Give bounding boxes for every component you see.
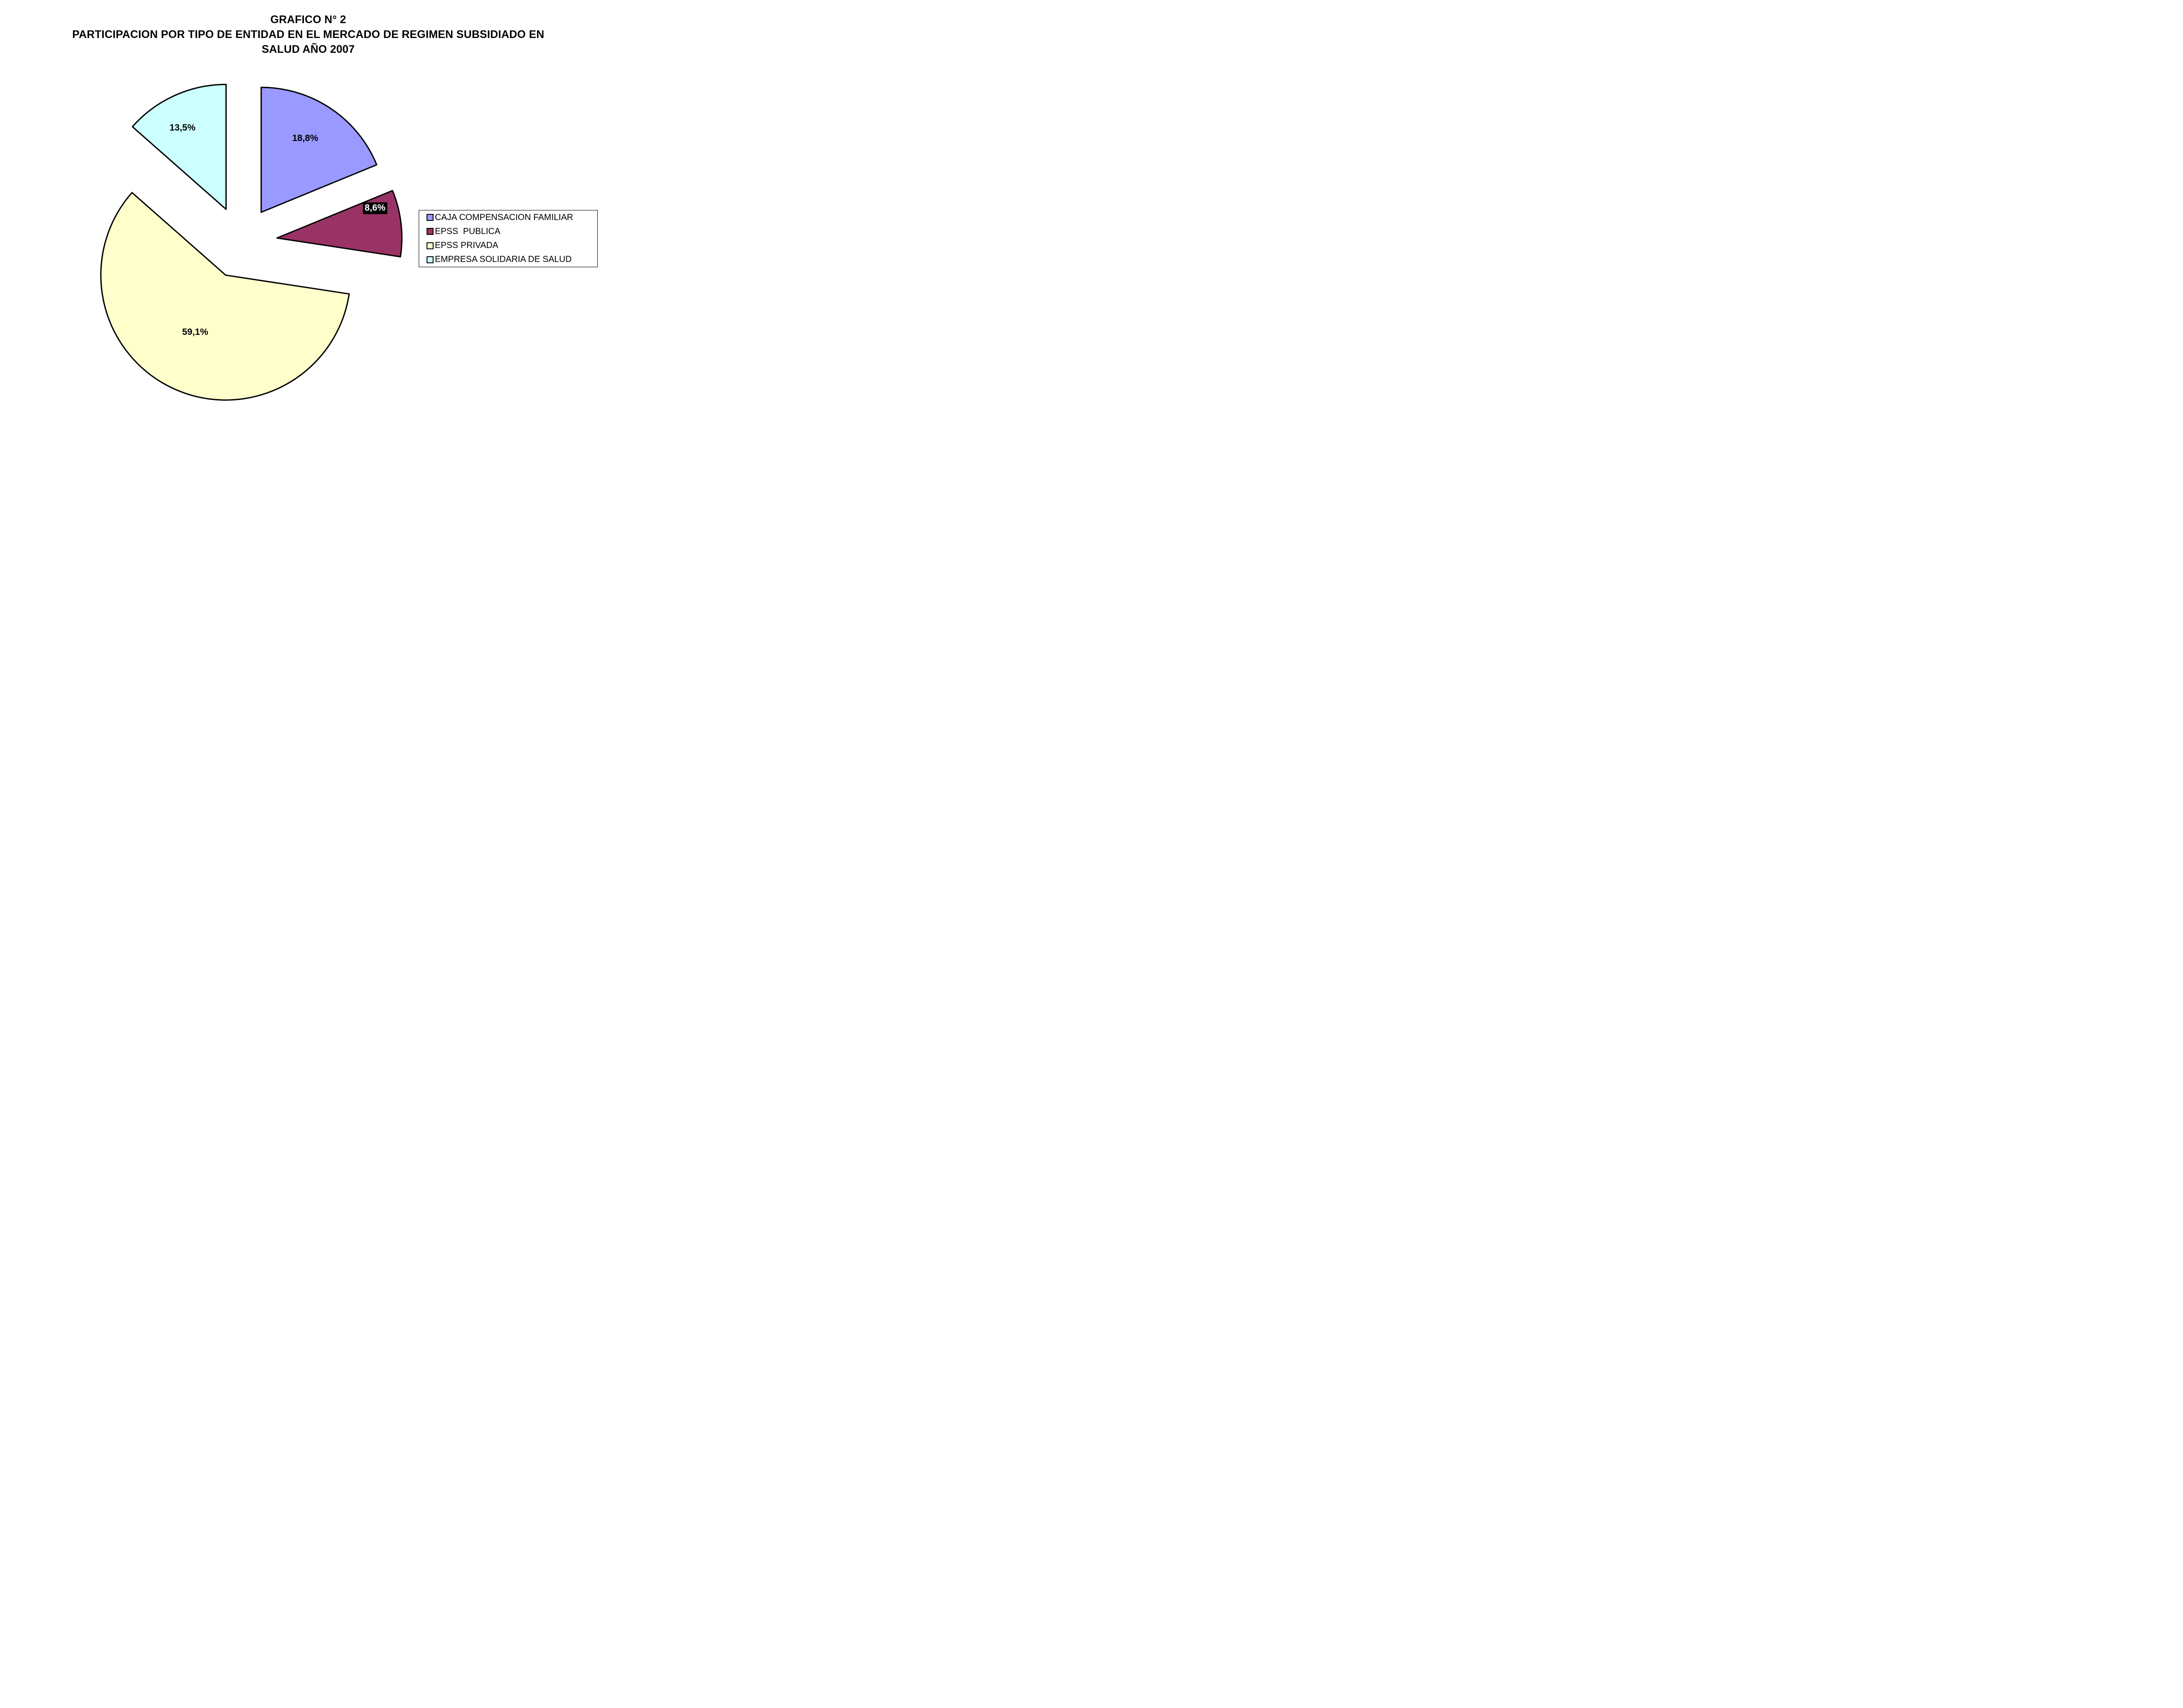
legend-swatch-icon [427,242,434,249]
legend-item-empresa-solidaria-de-salud: EMPRESA SOLIDARIA DE SALUD [427,253,597,267]
legend-item-epss-privada: EPSS PRIVADA [427,239,597,253]
chart-title-line1: GRAFICO N° 2 [270,14,346,26]
legend-swatch-icon [427,214,434,221]
legend-swatch-icon [427,256,434,263]
legend-item-epss-publica: EPSS PUBLICA [427,224,597,238]
legend-label: EPSS PRIVADA [435,241,499,251]
legend-item-caja-compensacion-familiar: CAJA COMPENSACION FAMILIAR [427,210,597,224]
legend-label: EMPRESA SOLIDARIA DE SALUD [435,255,572,265]
pie-slice-empresa-solidaria-de-salud [131,83,227,210]
pie-slice-epss-publica [276,190,403,258]
pie-slice-caja-compensacion-familiar [260,86,378,213]
document-page: GRAFICO N° 2 PARTICIPACION POR TIPO DE E… [0,0,616,427]
legend-label: CAJA COMPENSACION FAMILIAR [435,212,573,222]
chart-title-line3: SALUD AÑO 2007 [262,43,355,55]
chart-title-line2: PARTICIPACION POR TIPO DE ENTIDAD EN EL … [72,28,544,41]
pie-slice-epss-privada [100,192,350,401]
pie-chart [100,83,403,401]
chart-title: GRAFICO N° 2 PARTICIPACION POR TIPO DE E… [0,12,616,57]
legend-label: EPSS PUBLICA [435,226,501,236]
legend: CAJA COMPENSACION FAMILIAR EPSS PUBLICA … [419,210,598,267]
legend-swatch-icon [427,228,434,235]
